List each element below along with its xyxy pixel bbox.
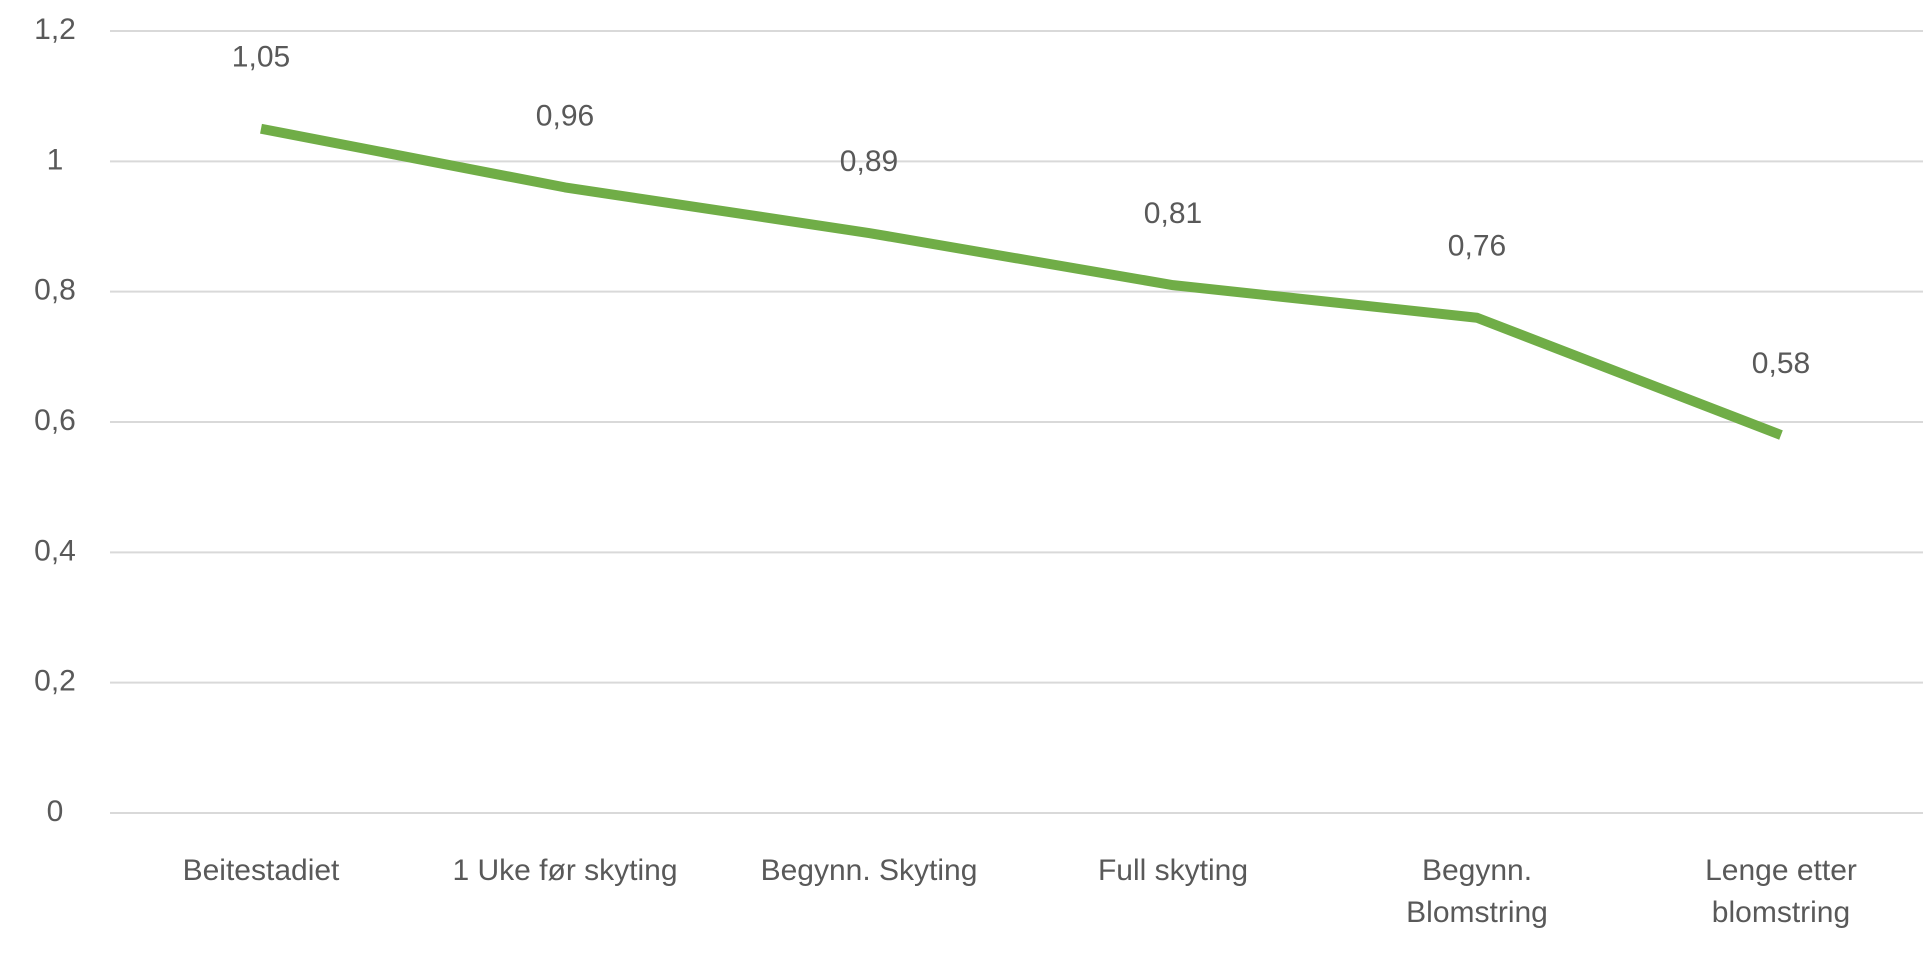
data-label: 0,96 [536, 99, 594, 132]
y-tick-label: 0 [47, 795, 64, 828]
data-label: 1,05 [232, 41, 290, 74]
y-tick-label: 0,6 [34, 404, 76, 437]
y-tick-label: 1 [47, 143, 64, 176]
x-tick-label: 1 Uke før skyting [452, 854, 678, 887]
data-label: 0,89 [840, 145, 898, 178]
y-tick-label: 0,4 [34, 534, 76, 567]
y-tick-label: 0,2 [34, 665, 76, 698]
x-tick-label: Beitestadiet [182, 854, 340, 887]
data-line [260, 123, 1783, 440]
data-label: 0,76 [1448, 230, 1506, 263]
x-tick-label: Full skyting [1097, 854, 1249, 887]
x-tick-label: Lenge etter blomstring [1705, 854, 1857, 929]
data-label: 0,58 [1752, 347, 1810, 380]
x-tick-label: Begynn. Skyting [760, 854, 978, 887]
y-tick-label: 1,2 [34, 13, 76, 46]
y-tick-label: 0,8 [34, 274, 76, 307]
x-tick-label: Begynn. Blomstring [1406, 854, 1548, 929]
data-label: 0,81 [1144, 197, 1202, 230]
